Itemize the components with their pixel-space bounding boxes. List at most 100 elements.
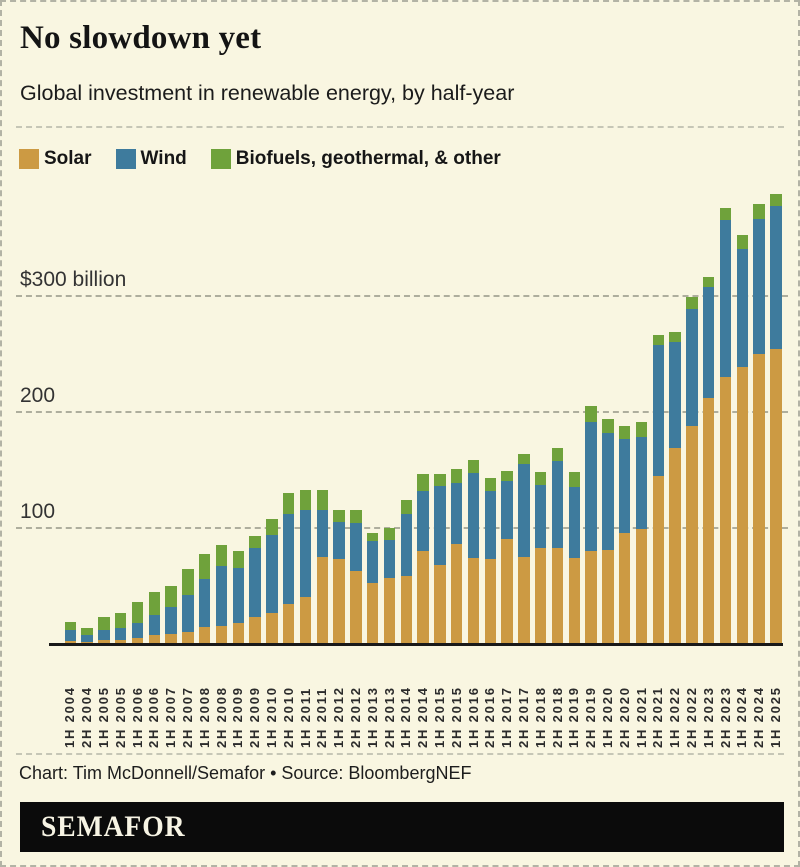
x-axis-label: 1H 2024 — [734, 686, 750, 748]
segment-solar — [131, 637, 144, 643]
segment-wind — [215, 565, 228, 626]
segment-solar — [417, 551, 429, 643]
segment-wind — [165, 607, 177, 635]
segment-wind — [114, 628, 127, 640]
bar-1H-2023 — [702, 277, 715, 643]
plot-area: 100 200 $300 billion — [2, 187, 798, 644]
segment-other — [148, 591, 161, 616]
segment-other — [417, 473, 429, 491]
segment-other — [114, 613, 127, 629]
y-axis-label-100: 100 — [20, 499, 56, 523]
bar-1H-2005 — [98, 616, 110, 643]
segment-wind — [719, 219, 732, 378]
x-axis-label: 2H 2016 — [482, 686, 498, 748]
segment-other — [618, 425, 631, 439]
segment-wind — [81, 635, 93, 642]
x-axis-label: 1H 2017 — [499, 686, 515, 748]
segment-other — [400, 500, 413, 514]
segment-solar — [366, 582, 379, 643]
bar-1H-2022 — [669, 331, 681, 643]
segment-solar — [669, 447, 681, 643]
segment-solar — [450, 544, 463, 643]
x-axis-label: 1H 2021 — [633, 686, 649, 748]
x-axis-labels: 1H 2004 2H 2004 1H 2005 2H 2005 1H 2006 2H 20… — [2, 651, 798, 751]
segment-solar — [518, 557, 530, 643]
segment-solar — [198, 626, 211, 643]
segment-solar — [114, 639, 127, 643]
bar-1H-2021 — [635, 422, 648, 643]
bar-1H-2008 — [198, 554, 211, 643]
x-axis-label: 2H 2024 — [751, 686, 767, 748]
bar-1H-2025 — [770, 194, 782, 643]
bar-2H-2022 — [686, 297, 698, 643]
segment-wind — [131, 622, 144, 638]
segment-wind — [198, 578, 211, 627]
segment-wind — [266, 535, 278, 613]
segment-wind — [736, 248, 749, 367]
segment-other — [198, 554, 211, 579]
bar-2H-2012 — [350, 509, 362, 644]
bar-1H-2024 — [736, 234, 749, 643]
legend-swatch-other — [210, 149, 231, 169]
y-axis-label-200: 200 — [20, 383, 56, 407]
bar-2H-2009 — [249, 535, 261, 643]
legend-swatch-wind — [115, 149, 136, 169]
x-axis-label: 2H 2015 — [448, 686, 464, 748]
segment-other — [81, 627, 93, 636]
segment-solar — [602, 550, 614, 643]
segment-wind — [366, 541, 379, 583]
segment-wind — [585, 421, 597, 552]
bar-1H-2007 — [165, 586, 177, 643]
segment-wind — [618, 438, 631, 534]
segment-solar — [266, 612, 278, 643]
x-axis-label: 2H 2020 — [616, 686, 632, 748]
segment-other — [602, 418, 614, 433]
segment-solar — [350, 571, 362, 643]
bar-2H-2020 — [618, 425, 631, 643]
bar-2H-2019 — [585, 405, 597, 643]
segment-other — [467, 459, 480, 474]
logo-bar: SEMAFOR — [20, 802, 784, 852]
bar-2H-2013 — [383, 528, 396, 643]
segment-wind — [400, 513, 413, 576]
credit-line: Chart: Tim McDonnell/Semafor • Source: B… — [19, 763, 472, 783]
segment-wind — [434, 485, 446, 565]
x-axis-label: 2H 2010 — [280, 686, 296, 748]
segment-other — [702, 277, 715, 288]
bar-2H-2008 — [215, 544, 228, 643]
segment-wind — [602, 432, 614, 551]
bar-1H-2020 — [602, 418, 614, 643]
segment-solar — [81, 641, 93, 643]
x-axis-label: 2H 2018 — [549, 686, 565, 748]
x-axis-label: 1H 2004 — [62, 686, 78, 748]
bar-2H-2007 — [182, 568, 194, 643]
x-axis-label: 1H 2018 — [532, 686, 548, 748]
segment-solar — [400, 575, 413, 643]
segment-wind — [383, 540, 396, 578]
bar-1H-2012 — [333, 510, 345, 643]
bar-1H-2018 — [534, 471, 547, 643]
segment-other — [282, 492, 295, 514]
segment-solar — [652, 475, 665, 643]
x-axis-label: 2H 2013 — [381, 686, 397, 748]
x-axis-label: 1H 2020 — [599, 686, 615, 748]
segment-other — [635, 422, 648, 437]
legend-item-other: Biofuels, geothermal, & other — [210, 148, 501, 170]
segment-solar — [568, 558, 581, 643]
x-axis-label: 2H 2022 — [683, 686, 699, 748]
segment-solar — [484, 559, 497, 643]
segment-wind — [249, 548, 261, 618]
bar-1H-2015 — [434, 474, 446, 643]
segment-wind — [467, 473, 480, 558]
logo-text: SEMAFOR — [41, 810, 186, 843]
segment-solar — [98, 640, 110, 643]
bar-2H-2024 — [753, 204, 765, 643]
segment-wind — [299, 510, 312, 598]
segment-wind — [148, 615, 161, 636]
segment-wind — [568, 487, 581, 559]
x-axis-label: 1H 2025 — [767, 686, 783, 748]
segment-wind — [702, 287, 715, 399]
bar-2H-2018 — [551, 447, 564, 643]
bar-1H-2009 — [232, 550, 245, 643]
